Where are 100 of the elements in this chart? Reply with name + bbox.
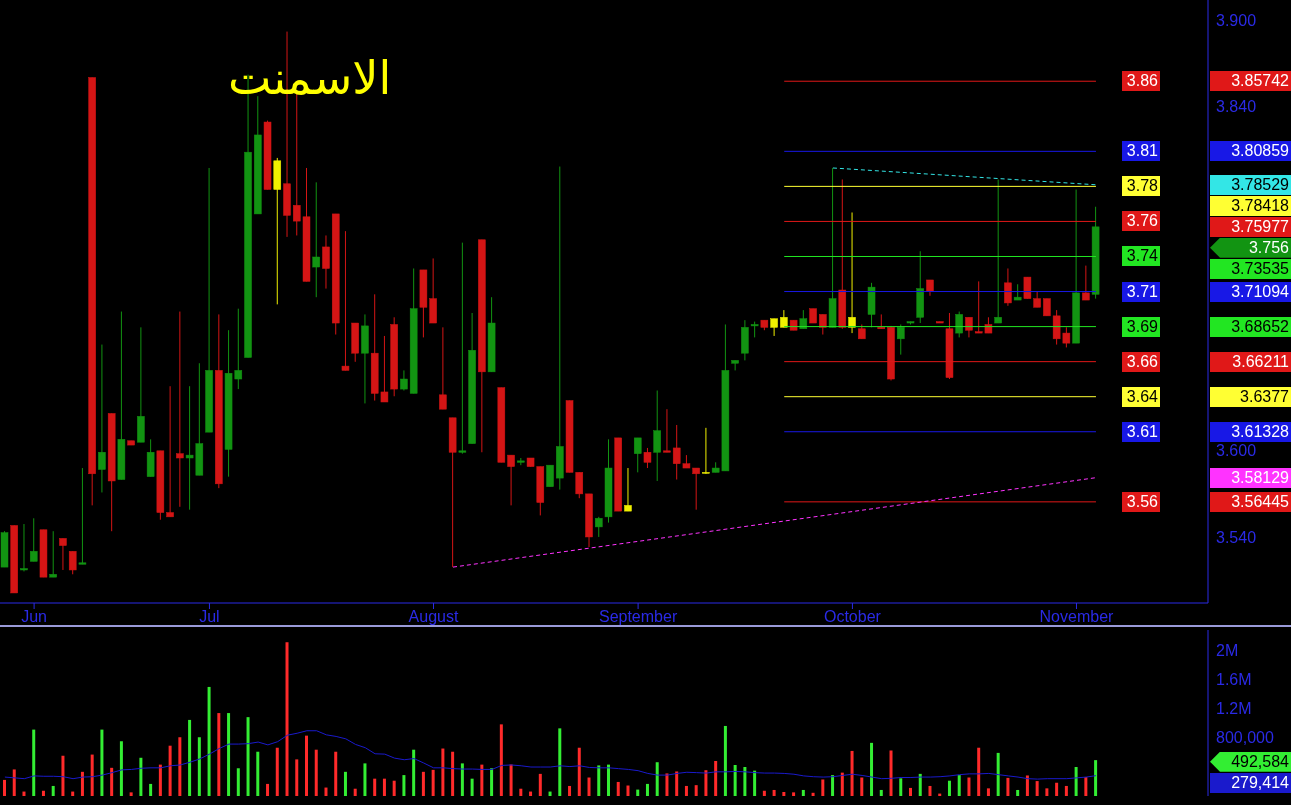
bar <box>412 749 416 796</box>
text: 3.61328 <box>1210 421 1291 442</box>
bar <box>1064 785 1068 796</box>
bar <box>636 789 640 796</box>
text: 3.78529 <box>1210 174 1291 195</box>
text: 3.80859 <box>1210 141 1291 162</box>
bar <box>577 747 581 796</box>
bar <box>879 789 883 796</box>
bar <box>655 762 659 796</box>
ref-line-label: 3.86 <box>1121 71 1160 92</box>
text: 3.6377 <box>1210 386 1291 407</box>
bar <box>986 788 990 796</box>
text: الاسمنت <box>228 50 392 107</box>
ref-line-label: 3.78 <box>1121 176 1160 197</box>
candlestick <box>556 166 564 491</box>
bar <box>71 791 75 796</box>
text: 3.68652 <box>1210 316 1291 337</box>
bar <box>811 792 815 796</box>
bar <box>363 763 367 796</box>
bar <box>12 769 16 796</box>
candlestick <box>507 454 515 506</box>
bar <box>275 747 279 796</box>
ref-line-label: 3.71 <box>1121 281 1160 302</box>
bar <box>343 771 347 796</box>
bar <box>266 783 270 796</box>
bar <box>246 717 250 796</box>
bar <box>714 760 718 796</box>
bar <box>899 778 903 796</box>
bar <box>626 785 630 796</box>
bar <box>188 719 192 796</box>
candlestick <box>965 316 973 338</box>
bar <box>801 789 805 796</box>
bar <box>1006 777 1010 796</box>
text: 3.66211 <box>1210 351 1291 372</box>
bar <box>733 764 737 796</box>
text: 3.73535 <box>1210 258 1291 279</box>
candlestick <box>59 537 67 571</box>
bar <box>967 777 971 796</box>
candlestick <box>78 467 87 565</box>
candlestick <box>439 326 447 410</box>
bar <box>256 751 260 796</box>
bar <box>61 755 65 796</box>
bar <box>158 764 162 796</box>
y-tick-label: 3.540 <box>1216 528 1257 546</box>
bar <box>753 770 757 796</box>
candlestick <box>624 467 632 512</box>
bar <box>480 764 484 796</box>
bar <box>947 780 951 796</box>
bar <box>529 791 533 796</box>
bar <box>490 768 494 796</box>
bar <box>421 771 425 796</box>
bar <box>743 767 747 796</box>
ref-line-label: 3.56 <box>1121 491 1160 512</box>
bar <box>314 749 318 796</box>
bar <box>90 754 94 796</box>
candlestick <box>653 390 661 482</box>
candlestick <box>731 359 739 371</box>
bar <box>324 787 328 796</box>
candlestick <box>341 230 350 371</box>
ref-line-label: 3.61 <box>1121 421 1160 442</box>
bar <box>821 779 825 796</box>
candlestick <box>20 523 28 572</box>
bar <box>928 785 932 796</box>
text: 3.58129 <box>1210 467 1291 488</box>
candlestick <box>176 311 184 508</box>
bar <box>1074 767 1078 796</box>
bar <box>80 771 84 796</box>
candlestick <box>819 313 827 336</box>
candlestick <box>633 437 642 473</box>
candlestick <box>994 178 1002 324</box>
bar <box>996 752 1000 796</box>
bar <box>509 764 513 796</box>
bar <box>227 713 231 796</box>
candlestick <box>312 181 320 298</box>
bar <box>568 785 572 796</box>
bar <box>645 783 649 796</box>
y-tick-label: 800,000 <box>1216 729 1274 747</box>
bar <box>850 750 854 796</box>
text: 3.75977 <box>1210 216 1291 237</box>
bar <box>723 725 727 796</box>
bar <box>305 735 308 796</box>
x-tick-label: Jun <box>21 608 47 626</box>
candlestick <box>595 516 603 538</box>
bar <box>1035 781 1039 796</box>
bar <box>392 780 396 796</box>
bar <box>129 792 133 796</box>
y-tick-label: 3.900 <box>1216 11 1257 29</box>
bar <box>519 788 523 796</box>
bar <box>110 767 114 796</box>
candlestick <box>643 447 652 469</box>
bar <box>704 770 708 796</box>
bar <box>382 778 386 796</box>
bar <box>1094 760 1098 796</box>
bar <box>451 751 455 796</box>
bar <box>353 788 357 796</box>
bar <box>616 781 620 796</box>
bar <box>295 759 299 796</box>
x-tick-label: Jul <box>199 608 220 626</box>
bar <box>32 729 36 796</box>
bar <box>1025 775 1029 796</box>
